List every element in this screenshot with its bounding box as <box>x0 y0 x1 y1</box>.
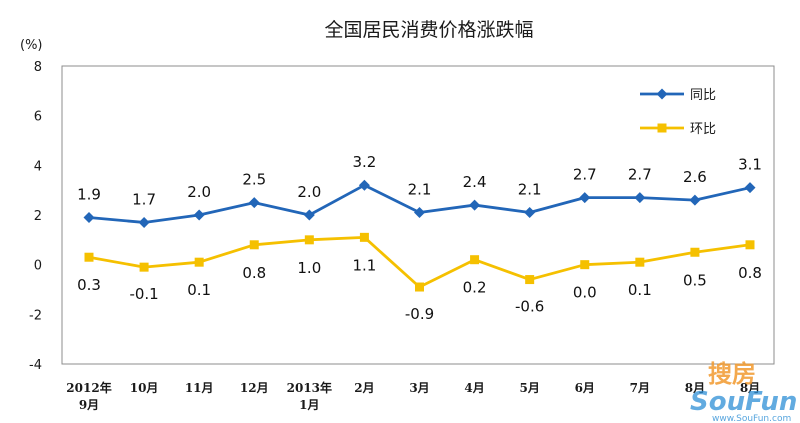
y-tick-label: 2 <box>34 209 42 224</box>
series-line-mom <box>88 235 751 289</box>
watermark-line2: SouFun <box>690 387 797 417</box>
x-tick-label: 2月 <box>354 381 374 395</box>
data-point <box>414 207 425 219</box>
data-point <box>359 232 369 242</box>
data-label: 1.9 <box>77 185 101 203</box>
data-label: 2.1 <box>408 181 432 199</box>
data-label: 0.2 <box>463 279 487 297</box>
data-label: 0.3 <box>77 276 101 294</box>
y-tick-label: 8 <box>34 60 42 75</box>
data-label: 2.0 <box>297 183 321 201</box>
data-point <box>579 192 591 204</box>
data-point <box>470 255 480 265</box>
legend-label: 环比 <box>690 122 716 137</box>
data-label: 2.1 <box>518 181 542 199</box>
data-label: -0.1 <box>129 285 158 303</box>
data-point <box>525 275 535 285</box>
y-tick-label: 6 <box>34 110 42 125</box>
data-point <box>358 179 370 191</box>
data-point <box>745 240 755 250</box>
data-label: 1.0 <box>297 259 321 277</box>
data-label: 2.7 <box>628 166 652 184</box>
y-tick-label: 0 <box>34 259 42 274</box>
x-tick-label: 12月 <box>240 381 269 395</box>
data-label: 2.5 <box>242 171 266 189</box>
data-label: 1.7 <box>132 190 156 208</box>
data-point <box>138 216 150 228</box>
legend-label: 同比 <box>690 88 716 103</box>
data-label: 0.1 <box>628 281 652 299</box>
x-tick-label: 1月 <box>299 398 319 412</box>
data-point <box>690 247 700 257</box>
x-axis: 2012年 9月 10月 11月 12月 2013年 1月 2月 3月 4月 5月 6月 7月 8月 8月 <box>66 380 760 412</box>
data-label: 0.8 <box>242 264 266 282</box>
x-tick-label: 5月 <box>519 381 539 395</box>
data-label: 0.5 <box>683 271 707 289</box>
data-label: 0.8 <box>738 264 762 282</box>
y-tick-label: -4 <box>29 358 42 373</box>
watermark-line3: www.SouFun.com <box>712 414 791 423</box>
data-label: 2.7 <box>573 166 597 184</box>
data-label: 3.2 <box>352 153 376 171</box>
y-unit-label: (%) <box>20 38 43 53</box>
data-point <box>415 282 424 292</box>
legend-marker <box>656 88 668 100</box>
y-tick-label: 4 <box>34 159 42 174</box>
x-tick-label: 11月 <box>185 381 214 395</box>
data-point <box>83 211 95 223</box>
data-point <box>248 197 260 209</box>
data-point <box>524 207 536 219</box>
x-tick-label: 2012年 <box>66 380 111 395</box>
data-point <box>634 192 646 204</box>
data-point <box>139 262 149 272</box>
x-tick-label: 10月 <box>130 381 159 395</box>
data-point <box>580 260 590 270</box>
data-label: 1.1 <box>352 256 376 274</box>
data-point <box>194 257 204 267</box>
data-point <box>635 257 645 267</box>
data-point <box>249 240 259 250</box>
chart-title: 全国居民消费价格涨跌幅 <box>324 19 533 41</box>
x-tick-label: 3月 <box>409 381 429 395</box>
data-label: 2.0 <box>187 183 211 201</box>
watermark-logo: 搜房 SouFun www.SouFun.com <box>690 360 797 423</box>
plot-area <box>61 65 775 365</box>
x-tick-label: 8月 <box>740 381 760 395</box>
data-label: 3.1 <box>738 156 762 174</box>
series-layer: 1.9 1.7 2.0 2.5 2.0 3.2 2.1 2.4 2.1 2.7 2.7 2.6 3.1 0… <box>77 153 762 323</box>
data-label: 0.1 <box>187 281 211 299</box>
x-tick-label: 4月 <box>464 381 484 395</box>
y-tick-label: -2 <box>29 308 42 323</box>
x-tick-label: 2013年 <box>287 380 332 395</box>
data-point <box>193 209 205 221</box>
watermark-line1: 搜房 <box>708 360 756 388</box>
data-point <box>303 209 315 221</box>
data-point <box>689 194 701 206</box>
data-point <box>469 199 481 211</box>
data-point <box>84 252 94 262</box>
y-axis: 8 6 4 2 0 -2 -4 <box>29 60 42 373</box>
data-label: 2.4 <box>463 173 487 191</box>
x-tick-label: 6月 <box>575 381 595 395</box>
data-label: -0.9 <box>405 305 434 323</box>
x-tick-label: 8月 <box>685 381 705 395</box>
legend-marker <box>657 123 667 133</box>
data-point <box>744 182 756 194</box>
x-tick-label: 7月 <box>630 381 650 395</box>
data-label: 0.0 <box>573 284 597 302</box>
x-tick-label: 9月 <box>79 398 99 412</box>
data-label: -0.6 <box>515 298 544 316</box>
data-point <box>304 235 314 245</box>
data-label: 2.6 <box>683 168 707 186</box>
